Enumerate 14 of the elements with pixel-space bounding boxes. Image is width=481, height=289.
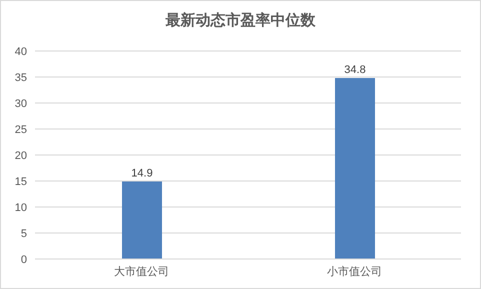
y-tick-label: 30 bbox=[14, 98, 27, 110]
data-label: 14.9 bbox=[131, 168, 153, 180]
data-label: 34.8 bbox=[344, 64, 366, 76]
y-tick-label: 5 bbox=[20, 228, 27, 240]
y-tick-label: 0 bbox=[20, 254, 27, 266]
x-tick-label: 大市值公司 bbox=[114, 264, 169, 278]
y-tick-label: 25 bbox=[14, 124, 27, 136]
y-tick-label: 20 bbox=[14, 150, 27, 162]
x-tick-label: 小市值公司 bbox=[327, 264, 382, 278]
y-tick-label: 40 bbox=[14, 46, 27, 58]
chart-title: 最新动态市盈率中位数 bbox=[164, 11, 316, 31]
y-tick-label: 10 bbox=[14, 202, 27, 214]
y-tick-label: 35 bbox=[14, 72, 27, 84]
y-tick-label: 15 bbox=[14, 176, 27, 188]
